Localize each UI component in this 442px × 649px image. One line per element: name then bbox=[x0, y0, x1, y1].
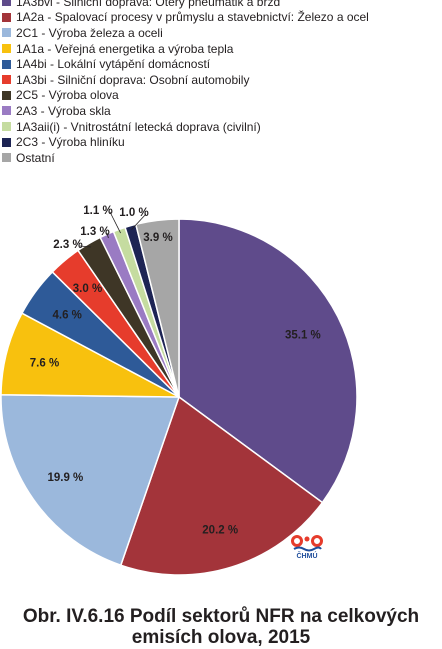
legend-item: Ostatní bbox=[2, 150, 442, 166]
slice-value-label: 3.0 % bbox=[73, 283, 102, 295]
legend-item: 1A2a - Spalovací procesy v průmyslu a st… bbox=[2, 10, 442, 26]
slice-value-label: 1.3 % bbox=[80, 226, 109, 238]
pie-slice bbox=[0, 394, 181, 567]
figure-caption-line2: emisích olova, 2015 bbox=[131, 627, 311, 648]
slice-value-label: 7.6 % bbox=[30, 358, 59, 370]
legend-swatch bbox=[2, 153, 11, 163]
legend-item: 1A3bvi - Silniční doprava: Otěry pneumat… bbox=[2, 0, 442, 10]
legend-label: 2C3 - Výroba hliníku bbox=[16, 135, 125, 150]
pie-slices bbox=[0, 218, 358, 576]
chart-legend: 1A3bvi - Silniční doprava: Otěry pneumat… bbox=[2, 0, 442, 166]
legend-item: 2A3 - Výroba skla bbox=[2, 103, 442, 119]
legend-swatch bbox=[2, 12, 11, 22]
slice-value-label: 2.3 % bbox=[53, 239, 82, 251]
legend-swatch bbox=[2, 59, 11, 69]
leader-line bbox=[109, 211, 121, 234]
slice-value-label: 1.1 % bbox=[83, 205, 112, 217]
legend-label: 1A1a - Veřejná energetika a výroba tepla bbox=[16, 41, 234, 56]
legend-label: 2C1 - Výroba železa a oceli bbox=[16, 25, 163, 40]
pie-slice bbox=[134, 218, 180, 398]
chmu-logo-text: ČHMÚ bbox=[296, 553, 318, 560]
legend-swatch bbox=[2, 44, 11, 54]
legend-label: 1A3bvi - Silniční doprava: Otěry pneumat… bbox=[16, 0, 281, 9]
slice-value-label: 20.2 % bbox=[202, 525, 238, 537]
legend-item: 1A1a - Veřejná energetika a výroba tepla bbox=[2, 41, 442, 57]
slice-value-label: 3.9 % bbox=[143, 232, 172, 244]
legend-item: 2C5 - Výroba olova bbox=[2, 88, 442, 104]
legend-label: 2C5 - Výroba olova bbox=[16, 88, 119, 103]
slice-value-label: 1.0 % bbox=[119, 207, 148, 219]
legend-swatch bbox=[2, 28, 11, 38]
slice-value-label: 35.1 % bbox=[285, 329, 321, 341]
legend-item: 1A3aii(i) - Vnitrostátní letecká doprava… bbox=[2, 119, 442, 135]
leader-line bbox=[131, 213, 147, 230]
leader-lines bbox=[79, 211, 147, 248]
slice-labels: 35.1 %20.2 %19.9 %7.6 %4.6 %3.0 %2.3 %1.… bbox=[30, 205, 321, 537]
pie-chart: 35.1 %20.2 %19.9 %7.6 %4.6 %3.0 %2.3 %1.… bbox=[0, 205, 358, 576]
legend-item: 2C3 - Výroba hliníku bbox=[2, 134, 442, 150]
legend-label: 1A4bi - Lokální vytápění domácností bbox=[16, 57, 211, 72]
legend-swatch bbox=[2, 122, 11, 132]
legend-label: 1A3bi - Silniční doprava: Osobní automob… bbox=[16, 72, 250, 87]
legend-swatch bbox=[2, 106, 11, 116]
legend-swatch bbox=[2, 75, 11, 85]
legend-swatch bbox=[2, 137, 11, 147]
figure-caption-line1: Obr. IV.6.16 Podíl sektorů NFR na celkov… bbox=[22, 606, 420, 627]
pie-slice bbox=[119, 395, 324, 576]
legend-label: Ostatní bbox=[16, 150, 55, 165]
legend-item: 2C1 - Výroba železa a oceli bbox=[2, 25, 442, 41]
slice-value-label: 4.6 % bbox=[52, 310, 81, 322]
legend-label: 1A2a - Spalovací procesy v průmyslu a st… bbox=[16, 10, 369, 25]
leader-line bbox=[79, 245, 91, 248]
chmu-logo: ČHMÚ bbox=[291, 533, 323, 567]
pie-slice bbox=[178, 218, 358, 504]
legend-swatch bbox=[2, 90, 11, 100]
chmu-logo-icon bbox=[291, 535, 323, 552]
legend-swatch bbox=[2, 0, 11, 7]
leader-line bbox=[106, 232, 109, 239]
slice-value-label: 19.9 % bbox=[47, 472, 83, 484]
legend-item: 1A4bi - Lokální vytápění domácností bbox=[2, 56, 442, 72]
legend-label: 2A3 - Výroba skla bbox=[16, 103, 111, 118]
legend-item: 1A3bi - Silniční doprava: Osobní automob… bbox=[2, 72, 442, 88]
legend-label: 1A3aii(i) - Vnitrostátní letecká doprava… bbox=[16, 119, 261, 134]
